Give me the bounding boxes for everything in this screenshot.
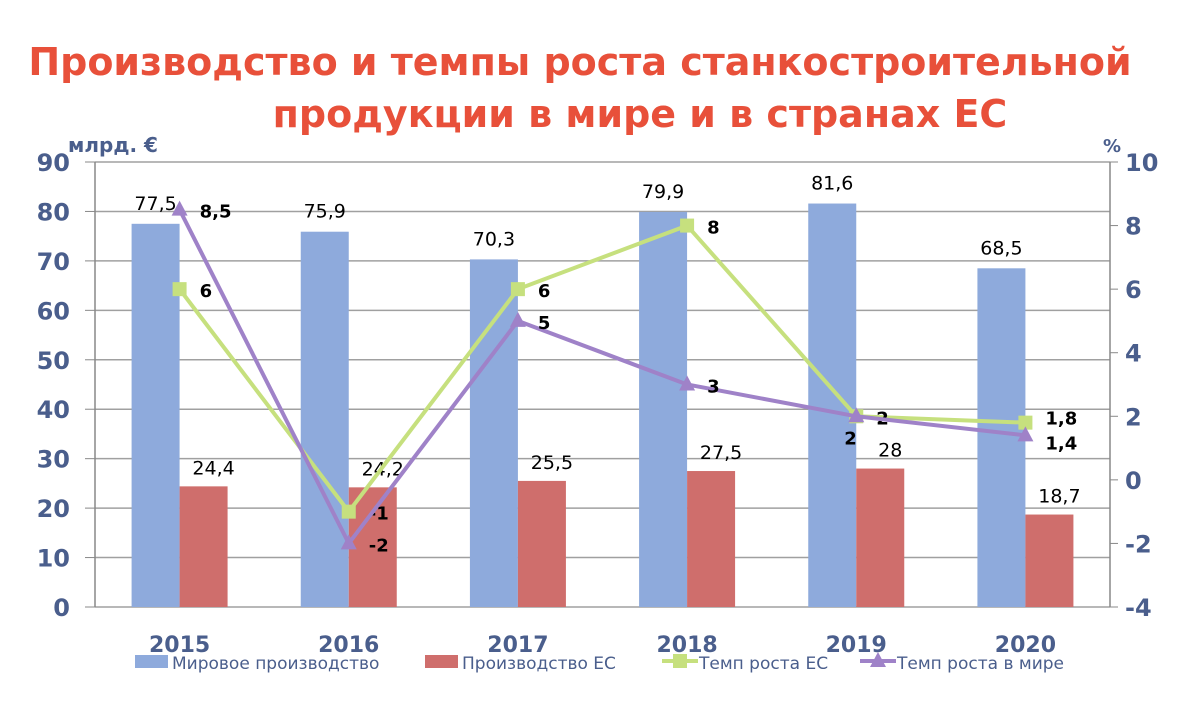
bar-data-label: 68,5: [980, 237, 1022, 259]
marker-square: [1018, 415, 1033, 430]
y-tick-label-right: 8: [1125, 213, 1142, 241]
bar-data-label: 18,7: [1038, 486, 1080, 508]
y-tick-label-right: -2: [1125, 530, 1152, 558]
marker-triangle: [171, 200, 188, 216]
bar-eu: [687, 471, 736, 607]
y-tick-label-right: 4: [1125, 340, 1142, 368]
line-data-label: 2: [844, 428, 857, 449]
x-tick-label: 2015: [149, 633, 210, 658]
y-tick-label-right: 6: [1125, 276, 1142, 304]
y-tick-label-left: 40: [37, 396, 70, 424]
marker-triangle: [1017, 426, 1034, 442]
legend-swatch: [425, 655, 458, 668]
x-tick-label: 2018: [656, 633, 717, 658]
line-world: [177, 208, 1026, 548]
bar-data-label: 24,4: [192, 457, 234, 479]
marker-square: [680, 218, 695, 233]
legend-label: Темп роста в мире: [896, 654, 1064, 674]
y-tick-label-right: 10: [1125, 149, 1158, 177]
y-tick-label-left: 70: [37, 248, 70, 276]
bar-data-label: 81,6: [811, 173, 853, 195]
legend-label: Темп роста ЕС: [698, 654, 828, 674]
x-tick-label: 2016: [318, 633, 379, 658]
y-tick-label-left: 20: [37, 495, 70, 523]
x-tick-label: 2020: [995, 633, 1056, 658]
y-axis-label-right: %: [1103, 136, 1121, 157]
bar-data-label: 77,5: [134, 193, 176, 215]
x-tick-label: 2019: [826, 633, 887, 658]
legend-label: Производство ЕС: [462, 654, 616, 674]
marker-triangle: [848, 407, 865, 423]
y-tick-label-left: 10: [37, 545, 70, 573]
bar-world: [639, 211, 688, 607]
bar-data-label: 25,5: [531, 452, 573, 474]
x-tick-label: 2017: [487, 633, 548, 658]
bar-world: [300, 231, 349, 607]
marker-triangle: [679, 375, 696, 391]
line-eu: [177, 223, 1026, 515]
line-data-label: 5: [538, 313, 551, 334]
line-data-label: 1,8: [1045, 409, 1077, 430]
y-tick-label-left: 0: [53, 594, 70, 622]
marker-square: [510, 282, 525, 297]
bar-world: [977, 268, 1026, 607]
marker-triangle: [509, 311, 526, 327]
bar-data-label: 70,3: [473, 228, 515, 250]
chart-title-line2: продукции в мире и в странах ЕС: [272, 92, 1008, 136]
y-tick-label-left: 90: [37, 149, 70, 177]
marker-square: [341, 504, 356, 519]
y-tick-label-left: 60: [37, 297, 70, 325]
y-axis-label-left: млрд. €: [68, 133, 158, 157]
bar-eu: [348, 487, 397, 607]
y-tick-label-left: 80: [37, 198, 70, 226]
chart-title-line1: Производство и темпы роста станкостроите…: [28, 40, 1132, 84]
y-tick-label-right: 2: [1125, 403, 1142, 431]
y-tick-label-left: 50: [37, 347, 70, 375]
line-data-label: 8: [707, 218, 720, 239]
bar-data-label: 27,5: [700, 442, 742, 464]
bar-eu: [1025, 514, 1074, 607]
legend-label: Мировое производство: [172, 654, 379, 674]
bar-data-label: 75,9: [304, 201, 346, 223]
legend-marker-square: [673, 654, 687, 668]
marker-triangle: [340, 534, 357, 550]
bar-data-label: 28: [878, 440, 902, 462]
line-data-label: 1,4: [1045, 433, 1077, 454]
line-data-label: 6: [538, 281, 551, 302]
line-data-label: 6: [200, 281, 213, 302]
y-tick-label-left: 30: [37, 446, 70, 474]
line-data-label: -2: [369, 535, 389, 556]
bar-world: [131, 223, 180, 608]
line-data-label: 3: [707, 377, 720, 398]
bar-data-label: 79,9: [642, 181, 684, 203]
marker-square: [172, 282, 187, 297]
y-tick-label-right: -4: [1125, 594, 1152, 622]
line-data-label: 8,5: [200, 202, 232, 223]
bar-eu: [179, 486, 228, 607]
bar-eu: [856, 468, 905, 607]
bar-eu: [517, 480, 566, 607]
legend-swatch: [135, 655, 168, 668]
legend-marker-triangle: [870, 652, 886, 667]
bar-world: [469, 259, 518, 607]
y-tick-label-right: 0: [1125, 467, 1142, 495]
